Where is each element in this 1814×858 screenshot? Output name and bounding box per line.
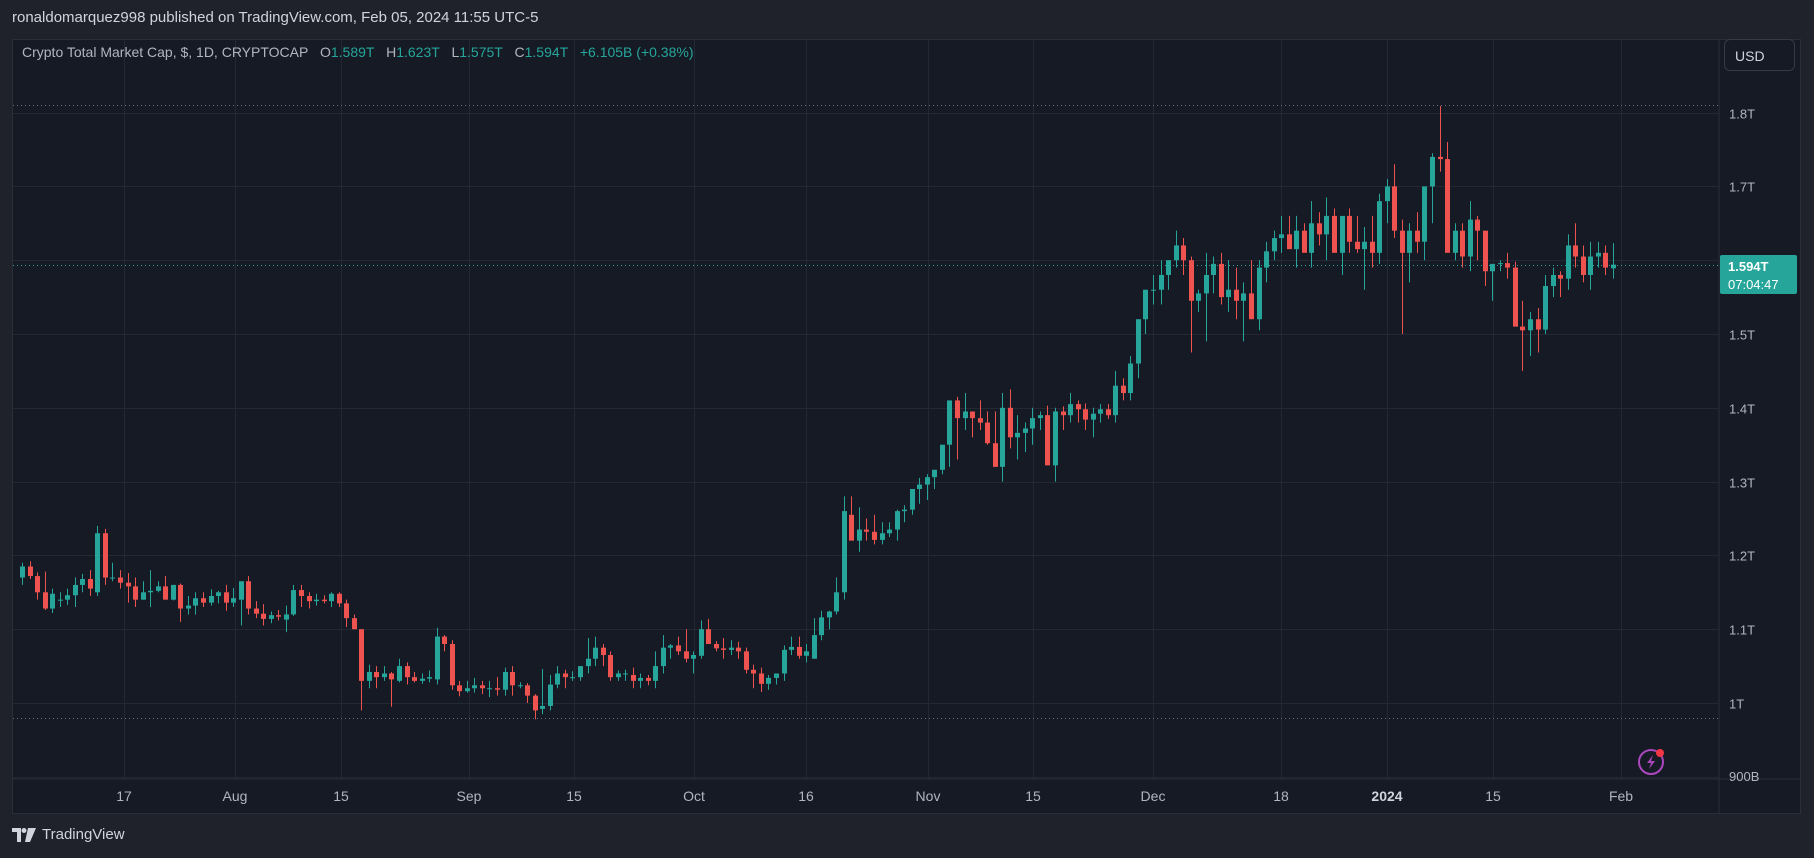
symbol-legend: Crypto Total Market Cap, $, 1D, CRYPTOCA… bbox=[22, 44, 693, 60]
price-tick: 1.8T bbox=[1729, 107, 1755, 122]
price-tick: 1.2T bbox=[1729, 549, 1755, 564]
price-tick: 1.4T bbox=[1729, 402, 1755, 417]
currency-button[interactable]: USD bbox=[1724, 39, 1795, 71]
last-price-tag: 1.594T 07:04:47 bbox=[1720, 255, 1797, 294]
price-tick: 1.3T bbox=[1729, 476, 1755, 491]
high-label: H bbox=[386, 44, 397, 60]
price-tick: 1.7T bbox=[1729, 180, 1755, 195]
time-tick: Dec bbox=[1141, 788, 1166, 804]
price-tick: 1.1T bbox=[1729, 623, 1755, 638]
time-tick: Aug bbox=[223, 788, 248, 804]
bar-countdown: 07:04:47 bbox=[1728, 277, 1779, 292]
footer-brand-text: TradingView bbox=[42, 826, 125, 843]
time-tick: 15 bbox=[566, 788, 582, 804]
lightning-icon[interactable] bbox=[1638, 749, 1664, 775]
open-label: O bbox=[319, 44, 331, 60]
time-tick: 15 bbox=[1485, 788, 1501, 804]
symbol-title: Crypto Total Market Cap, $, 1D, CRYPTOCA… bbox=[22, 44, 309, 60]
low-label: L bbox=[451, 44, 460, 60]
close-label: C bbox=[514, 44, 525, 60]
time-tick: 15 bbox=[1025, 788, 1041, 804]
time-tick: Nov bbox=[916, 788, 941, 804]
time-tick: Feb bbox=[1609, 788, 1633, 804]
chart-frame bbox=[12, 39, 1801, 814]
high-low-markers bbox=[13, 105, 1719, 719]
tradingview-logo-icon bbox=[12, 827, 36, 842]
time-axis[interactable]: 17 Aug 15 Sep 15 Oct 16 Nov 15 Dec 18 2024 15 Feb bbox=[116, 788, 1633, 804]
price-tick: 1T bbox=[1729, 697, 1744, 712]
change-value: +6.105B (+0.38%) bbox=[579, 44, 694, 60]
time-tick: 15 bbox=[333, 788, 349, 804]
time-tick: Oct bbox=[683, 788, 705, 804]
open-value: 1.589T bbox=[330, 44, 375, 60]
time-tick: 16 bbox=[798, 788, 814, 804]
high-value: 1.623T bbox=[396, 44, 440, 60]
time-tick: Sep bbox=[457, 788, 482, 804]
time-tick: 18 bbox=[1273, 788, 1289, 804]
candles bbox=[20, 105, 1616, 720]
low-value: 1.575T bbox=[459, 44, 503, 60]
grid-lines bbox=[13, 40, 1719, 779]
price-tick: 900B bbox=[1729, 769, 1759, 784]
publish-attribution: ronaldomarquez998 published on TradingVi… bbox=[12, 9, 539, 26]
price-tick: 1.5T bbox=[1729, 328, 1755, 343]
close-value: 1.594T bbox=[524, 44, 568, 60]
time-tick: 2024 bbox=[1371, 788, 1402, 804]
last-price-value: 1.594T bbox=[1728, 259, 1769, 274]
footer-brand[interactable]: TradingView bbox=[12, 826, 125, 843]
time-tick: 17 bbox=[116, 788, 132, 804]
